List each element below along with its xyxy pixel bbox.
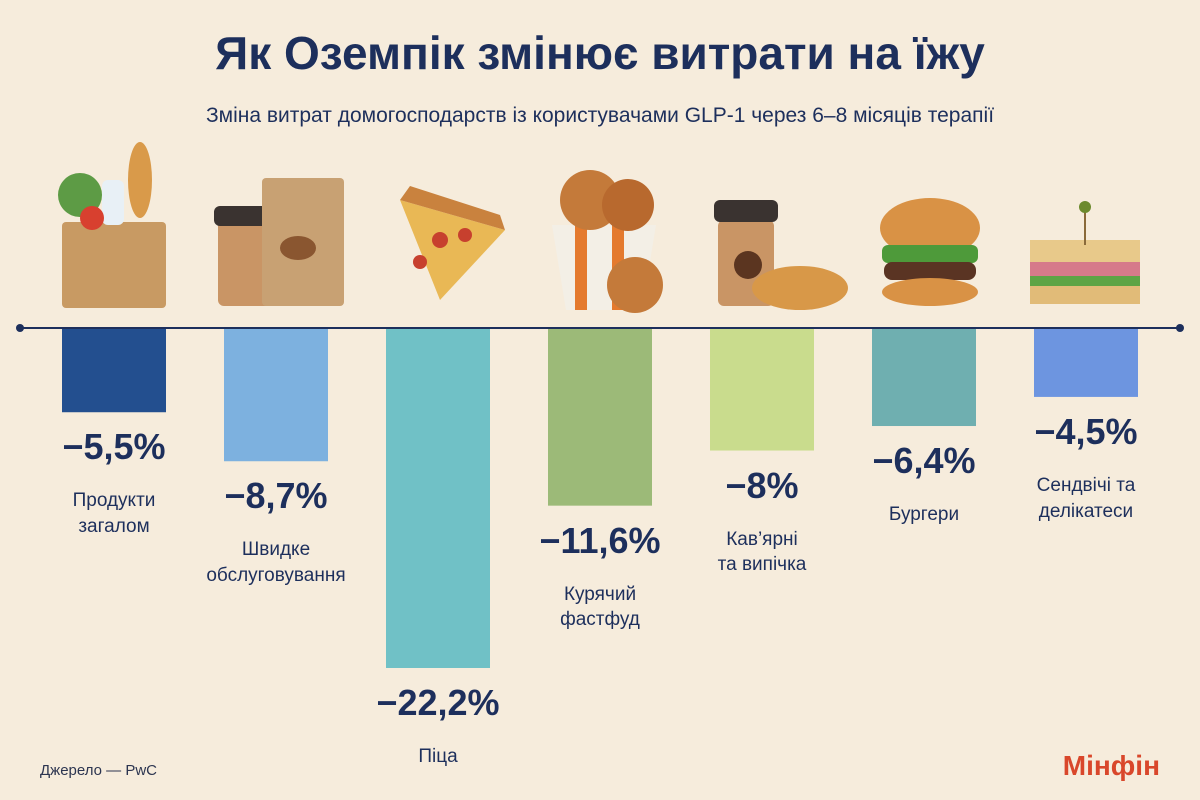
bar (872, 329, 976, 427)
value-label: −8,7% (224, 475, 328, 517)
value-label: −8% (725, 464, 799, 506)
value-label: −5,5% (62, 426, 166, 468)
category-label: Кав’ярні та випічка (717, 528, 807, 576)
category-label: Піца (418, 746, 458, 767)
source-note: Джерело — PwC (40, 762, 157, 779)
food-icons (58, 142, 1140, 313)
category-label: Сендвічі та делікатеси (1036, 474, 1136, 522)
category-label: Курячий фастфуд (560, 583, 640, 631)
category-label: Швидке обслуговування (206, 539, 346, 586)
bar (710, 329, 814, 451)
bar (62, 329, 166, 413)
chart-subtitle: Зміна витрат домогосподарств із користув… (205, 104, 995, 127)
bar (386, 329, 490, 668)
baseline-end (1176, 324, 1184, 332)
value-label: −11,6% (539, 519, 661, 561)
value-label: −22,2% (376, 682, 500, 723)
value-label: −4,5% (1034, 410, 1138, 452)
bar (548, 329, 652, 506)
brand-logo: Мінфін (1062, 750, 1160, 781)
bar (1034, 329, 1138, 397)
chart-title: Як Оземпік змінює витрати на їжу (215, 27, 985, 79)
category-label: Бургери (888, 504, 960, 526)
bar (224, 329, 328, 462)
category-label: Продукти загалом (72, 490, 156, 537)
value-label: −6,4% (872, 440, 976, 482)
baseline-end (16, 324, 24, 332)
